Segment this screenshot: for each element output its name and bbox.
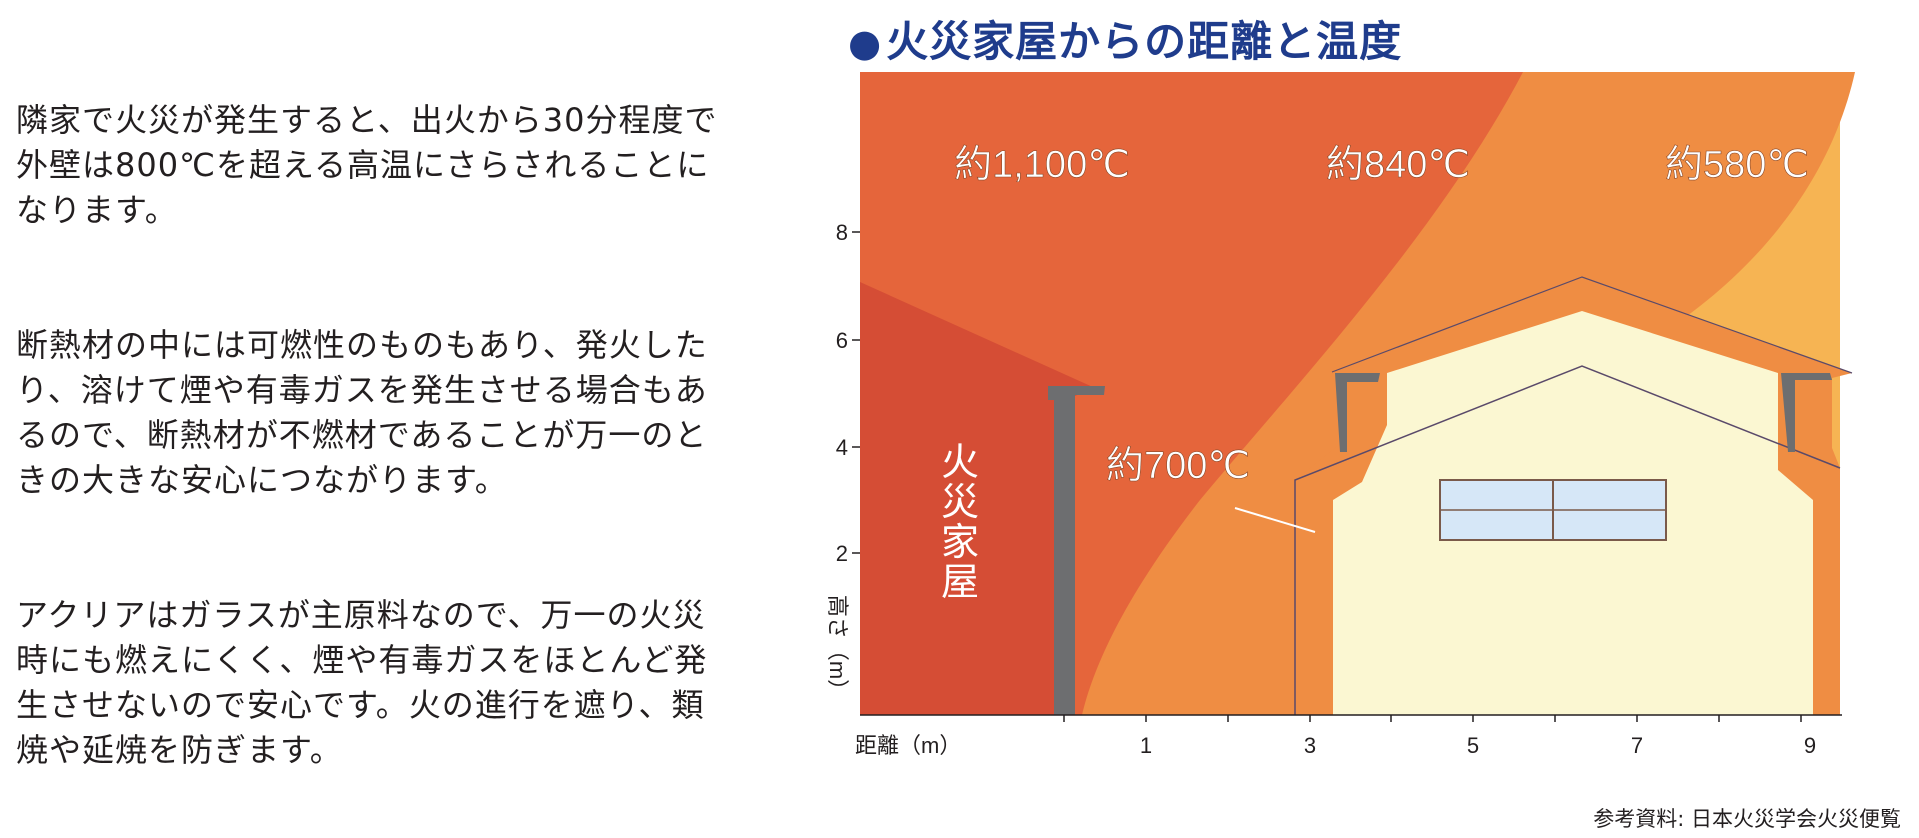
x-axis-label: 距離（m） [855, 733, 961, 758]
source-note: 参考資料: 日本火災学会火災便覧 [1593, 807, 1901, 831]
fire-distance-diagram: 約1,100℃ 約840℃ 約580℃ 約700℃ 火 災 家 屋 距離（m） … [825, 72, 1855, 758]
zone-labels: 約1,100℃ 約840℃ 約580℃ 約700℃ [954, 144, 1810, 488]
body-paragraph-1: 隣家で火災が発生すると、出火から30分程度で外壁は800℃を超える高温にさらされ… [16, 101, 718, 229]
zone-label-1100: 約1,100℃ [954, 144, 1130, 186]
wall-label-leader [1234, 507, 1316, 533]
house-eave-right [1781, 373, 1832, 452]
burning-house-char-3: 家 [941, 522, 979, 564]
house-eave-left [1335, 373, 1380, 452]
wall-temperature-label: 約700℃ [1106, 445, 1250, 487]
y-axis-label: 高さ（m） [825, 595, 850, 701]
x-tick-label-7: 7 [1631, 733, 1643, 758]
body-text: 隣家で火災が発生すると、出火から30分程度で外壁は800℃を超える高温にさらされ… [16, 8, 736, 818]
y-tick-label-4: 4 [836, 435, 848, 460]
x-tick-label-3: 3 [1304, 733, 1316, 758]
burning-house-char-2: 災 [941, 482, 979, 524]
y-tick-label-8: 8 [836, 220, 848, 245]
burning-house-shape [860, 282, 1095, 715]
house-roof-line [1331, 276, 1853, 374]
x-tick-label-1: 1 [1140, 733, 1152, 758]
burning-house-wall [1048, 386, 1105, 715]
x-axis: 距離（m） 1 3 5 7 9 [855, 714, 1842, 758]
title-bullet-icon: ● [848, 21, 883, 65]
burning-house-char-1: 火 [941, 442, 979, 484]
x-tick-label-9: 9 [1804, 733, 1816, 758]
y-tick-label-2: 2 [836, 541, 848, 566]
zone-label-580: 約580℃ [1665, 144, 1809, 186]
title-text: 火災家屋からの距離と温度 [886, 17, 1403, 66]
body-paragraph-3: アクリアはガラスが主原料なので、万一の火災時にも燃えにくく、煙や有毒ガスをほとん… [16, 596, 708, 769]
diagram-title: ●火災家屋からの距離と温度 [848, 8, 1402, 69]
x-tick-label-5: 5 [1467, 733, 1479, 758]
burning-house-char-4: 屋 [941, 562, 979, 604]
zone-label-840: 約840℃ [1326, 144, 1470, 186]
body-paragraph-2: 断熱材の中には可燃性のものもあり、発火したり、溶けて煙や有毒ガスを発生させる場合… [16, 326, 708, 499]
burning-house-label: 火 災 家 屋 [941, 442, 979, 604]
window [1439, 479, 1667, 541]
burning-house [860, 282, 1105, 715]
protected-house [1294, 276, 1853, 715]
house-outline-line [1294, 365, 1841, 715]
y-axis: 2 4 6 8 高さ（m） [825, 220, 860, 701]
y-tick-label-6: 6 [836, 328, 848, 353]
